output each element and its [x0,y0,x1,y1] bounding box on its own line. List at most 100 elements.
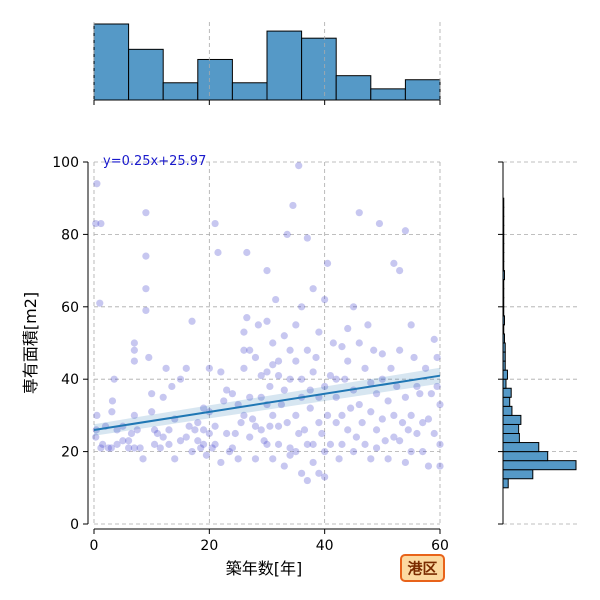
scatter-point [130,339,138,347]
scatter-point [396,346,404,354]
scatter-point [295,162,303,170]
scatter-point [234,455,242,463]
scatter-point [107,444,115,452]
scatter-point [326,440,335,448]
scatter-point [92,433,100,441]
scatter-point [159,393,167,401]
scatter-point [390,259,398,267]
scatter-point [323,259,332,267]
scatter-point [326,371,335,380]
scatter-point [384,397,392,405]
scatter-point [401,458,409,467]
scatter-point [430,335,438,343]
scatter-point [125,444,133,452]
scatter-point [372,426,381,434]
scatter-point [321,448,329,456]
scatter-point [378,415,386,423]
scatter-point [251,422,260,430]
scatter-point [223,386,231,394]
scatter-point [419,448,427,456]
regression-line [93,374,441,431]
scatter-point [341,375,349,383]
scatter-point [269,339,277,347]
scatter-point [145,353,153,362]
scatter-point [228,444,236,452]
scatter-point [110,375,118,383]
scatter-point [240,328,248,336]
scatter-point [318,429,326,438]
y-axis-title: 専有面積[m2] [21,292,40,394]
scatter-point [396,437,404,445]
scatter-point [168,382,176,391]
scatter-point [335,455,343,463]
region-badge-box [400,554,445,582]
scatter-point [99,440,107,448]
scatter-point [372,390,381,398]
scatter-point [361,364,369,372]
scatter-point [257,426,265,434]
scatter-point [182,433,190,441]
top-histogram-bar [266,30,303,101]
scatter-point [280,386,288,394]
scatter-point [361,440,369,448]
right-histogram-bar [502,396,511,407]
scatter-point [329,339,337,347]
scatter-point [401,227,409,235]
scatter-point [97,444,105,452]
scatter-point [338,440,346,448]
scatter-point [148,390,156,398]
scatter-point [387,364,395,372]
scatter-point [295,429,303,438]
scatter-point [150,440,159,448]
scatter-point [211,422,219,430]
right-histogram-bar [502,478,509,489]
scatter-point [130,346,138,354]
scatter-point [424,415,433,423]
scatter-point [352,433,360,441]
scatter-point [303,476,311,485]
scatter-point [139,455,147,463]
x-axis-title: 築年数[年] [226,559,303,578]
scatter-point [332,375,340,383]
y-tick-label: 40 [61,372,79,388]
scatter-point [263,368,271,376]
scatter-point [370,346,378,354]
scatter-point [407,321,415,329]
scatter-point [127,429,136,438]
scatter-point [225,448,234,456]
scatter-point [92,219,100,228]
y-tick-label: 60 [61,300,79,316]
scatter-point [355,339,363,347]
scatter-point [303,440,311,448]
scatter-point [289,201,297,210]
scatter-point [96,299,104,307]
scatter-point [309,458,317,467]
scatter-point [199,404,208,412]
scatter-point [292,448,300,456]
right-histogram-bar [502,460,577,471]
scatter-point [228,390,236,398]
scatter-point [355,400,363,409]
scatter-point [315,419,323,427]
scatter-point [150,426,159,434]
scatter-point [246,393,254,401]
scatter-point [251,455,260,463]
scatter-point [338,411,346,419]
scatter-point [266,422,274,430]
y-tick-label: 80 [61,227,79,243]
scatter-point [217,368,225,376]
scatter-point [243,314,251,322]
scatter-point [381,437,389,445]
main-scatter-plot: 0 20 40 60 0 20 40 60 80 100 [52,155,449,554]
scatter-point [393,382,401,391]
scatter-point [306,404,314,412]
scatter-point [349,448,358,456]
scatter-point [398,419,407,427]
scatter-point [208,444,216,452]
scatter-point [223,429,231,438]
scatter-point [280,462,288,470]
scatter-point [283,230,291,238]
scatter-point [309,440,317,448]
scatter-point [257,393,265,401]
scatter-point [246,346,254,354]
